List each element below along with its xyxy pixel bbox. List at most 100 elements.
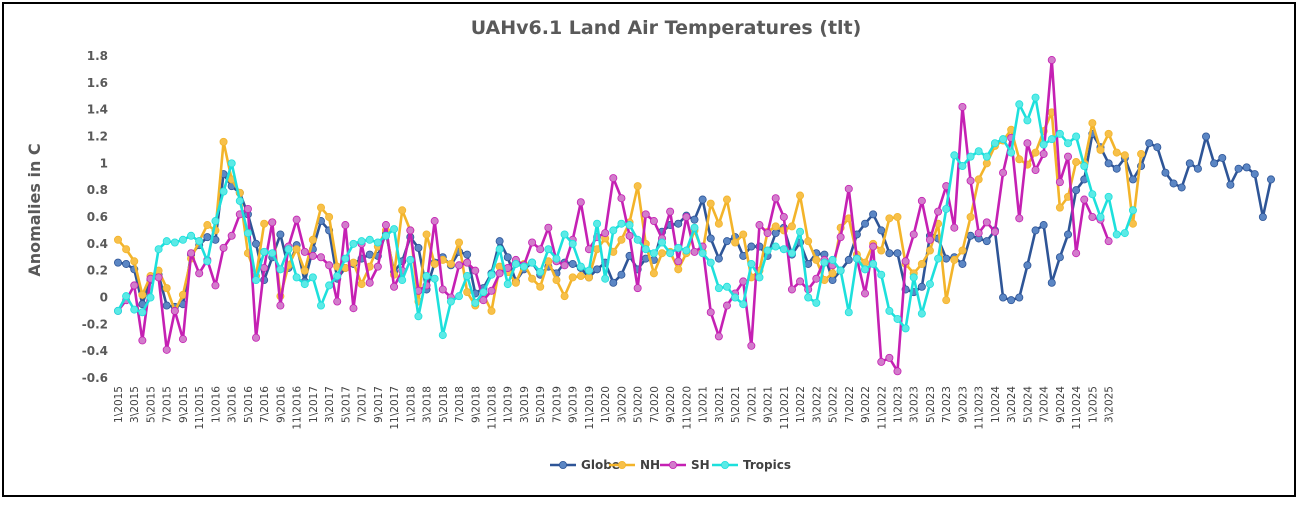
data-point xyxy=(999,168,1008,177)
data-point xyxy=(463,258,472,267)
data-point xyxy=(390,225,399,234)
chart-title: UAHv6.1 Land Air Temperatures (tlt) xyxy=(471,17,862,39)
x-tick-label: 3\2021 xyxy=(714,386,726,423)
data-point xyxy=(1039,140,1048,149)
data-point xyxy=(747,259,756,268)
data-point xyxy=(162,284,171,293)
data-point xyxy=(195,269,204,278)
data-point xyxy=(666,249,675,258)
data-point xyxy=(609,278,618,287)
data-point xyxy=(536,268,545,277)
data-point xyxy=(958,246,967,255)
data-point xyxy=(568,239,577,248)
data-point xyxy=(796,191,805,200)
data-point xyxy=(722,282,731,291)
y-tick-label: 0.4 xyxy=(87,237,108,251)
data-point xyxy=(1055,253,1064,262)
data-point xyxy=(446,259,455,268)
data-point xyxy=(446,297,455,306)
data-point xyxy=(1210,159,1219,168)
data-point xyxy=(934,254,943,263)
data-point xyxy=(828,255,837,264)
data-point xyxy=(674,265,683,274)
data-point xyxy=(942,296,951,305)
data-point xyxy=(974,175,983,184)
x-tick-label: 5\2023 xyxy=(925,386,937,423)
data-point xyxy=(1055,203,1064,212)
data-point xyxy=(950,223,959,232)
x-tick-label: 11\2022 xyxy=(876,386,888,430)
data-point xyxy=(1031,226,1040,235)
x-tick-label: 1\2021 xyxy=(698,386,710,423)
data-point xyxy=(430,259,439,268)
series-sh xyxy=(114,56,1113,376)
data-point xyxy=(495,245,504,254)
data-point xyxy=(706,234,715,243)
data-point xyxy=(982,152,991,161)
data-point xyxy=(1104,192,1113,201)
y-tick-label: -0.4 xyxy=(82,344,108,358)
data-point xyxy=(138,336,147,345)
data-point xyxy=(406,226,415,235)
data-point xyxy=(617,235,626,244)
data-point xyxy=(982,218,991,227)
y-tick-label: 1 xyxy=(100,156,108,170)
data-point xyxy=(528,274,537,283)
data-point xyxy=(381,221,390,230)
data-point xyxy=(674,243,683,252)
data-point xyxy=(633,235,642,244)
data-point xyxy=(341,221,350,230)
data-point xyxy=(771,194,780,203)
data-point xyxy=(755,273,764,282)
data-point xyxy=(1234,164,1243,173)
data-point xyxy=(877,226,886,235)
data-point xyxy=(779,212,788,221)
data-point xyxy=(1072,132,1081,141)
legend-entry: Globe xyxy=(581,458,620,472)
data-point xyxy=(1064,152,1073,161)
data-point xyxy=(1096,212,1105,221)
data-point xyxy=(471,298,480,307)
data-point xyxy=(690,247,699,256)
data-point xyxy=(1007,148,1016,157)
data-point xyxy=(568,259,577,268)
x-tick-label: 11\2023 xyxy=(974,386,986,430)
data-point xyxy=(844,184,853,193)
x-tick-label: 5\2017 xyxy=(340,386,352,423)
x-tick-label: 11\2024 xyxy=(1071,386,1083,430)
x-tick-label: 5\2021 xyxy=(730,386,742,423)
data-point xyxy=(325,281,334,290)
x-tick-label: 3\2025 xyxy=(1104,386,1116,423)
data-point xyxy=(999,135,1008,144)
x-tick-label: 5\2015 xyxy=(145,386,157,423)
data-point xyxy=(349,239,358,248)
data-point xyxy=(844,255,853,264)
data-point xyxy=(1080,195,1089,204)
x-tick-label: 11\2017 xyxy=(389,386,401,430)
data-point xyxy=(398,276,407,285)
data-point xyxy=(162,345,171,354)
data-point xyxy=(820,258,829,267)
data-point xyxy=(503,280,512,289)
y-tick-label: -0.6 xyxy=(82,371,108,385)
data-point xyxy=(958,162,967,171)
data-point xyxy=(138,308,147,317)
data-point xyxy=(1031,148,1040,157)
data-point xyxy=(625,221,634,230)
data-point xyxy=(568,273,577,282)
x-tick-label: 11\2021 xyxy=(779,386,791,430)
data-point xyxy=(178,335,187,344)
x-tick-label: 3\2022 xyxy=(811,386,823,423)
data-point xyxy=(1047,56,1056,65)
data-point xyxy=(739,230,748,239)
legend-swatch-marker xyxy=(618,460,627,469)
data-point xyxy=(463,288,472,297)
data-point xyxy=(154,245,163,254)
data-point xyxy=(934,207,943,216)
data-point xyxy=(1072,249,1081,258)
data-point xyxy=(162,237,171,246)
data-point xyxy=(308,251,317,260)
data-point xyxy=(593,219,602,228)
data-point xyxy=(1185,159,1194,168)
